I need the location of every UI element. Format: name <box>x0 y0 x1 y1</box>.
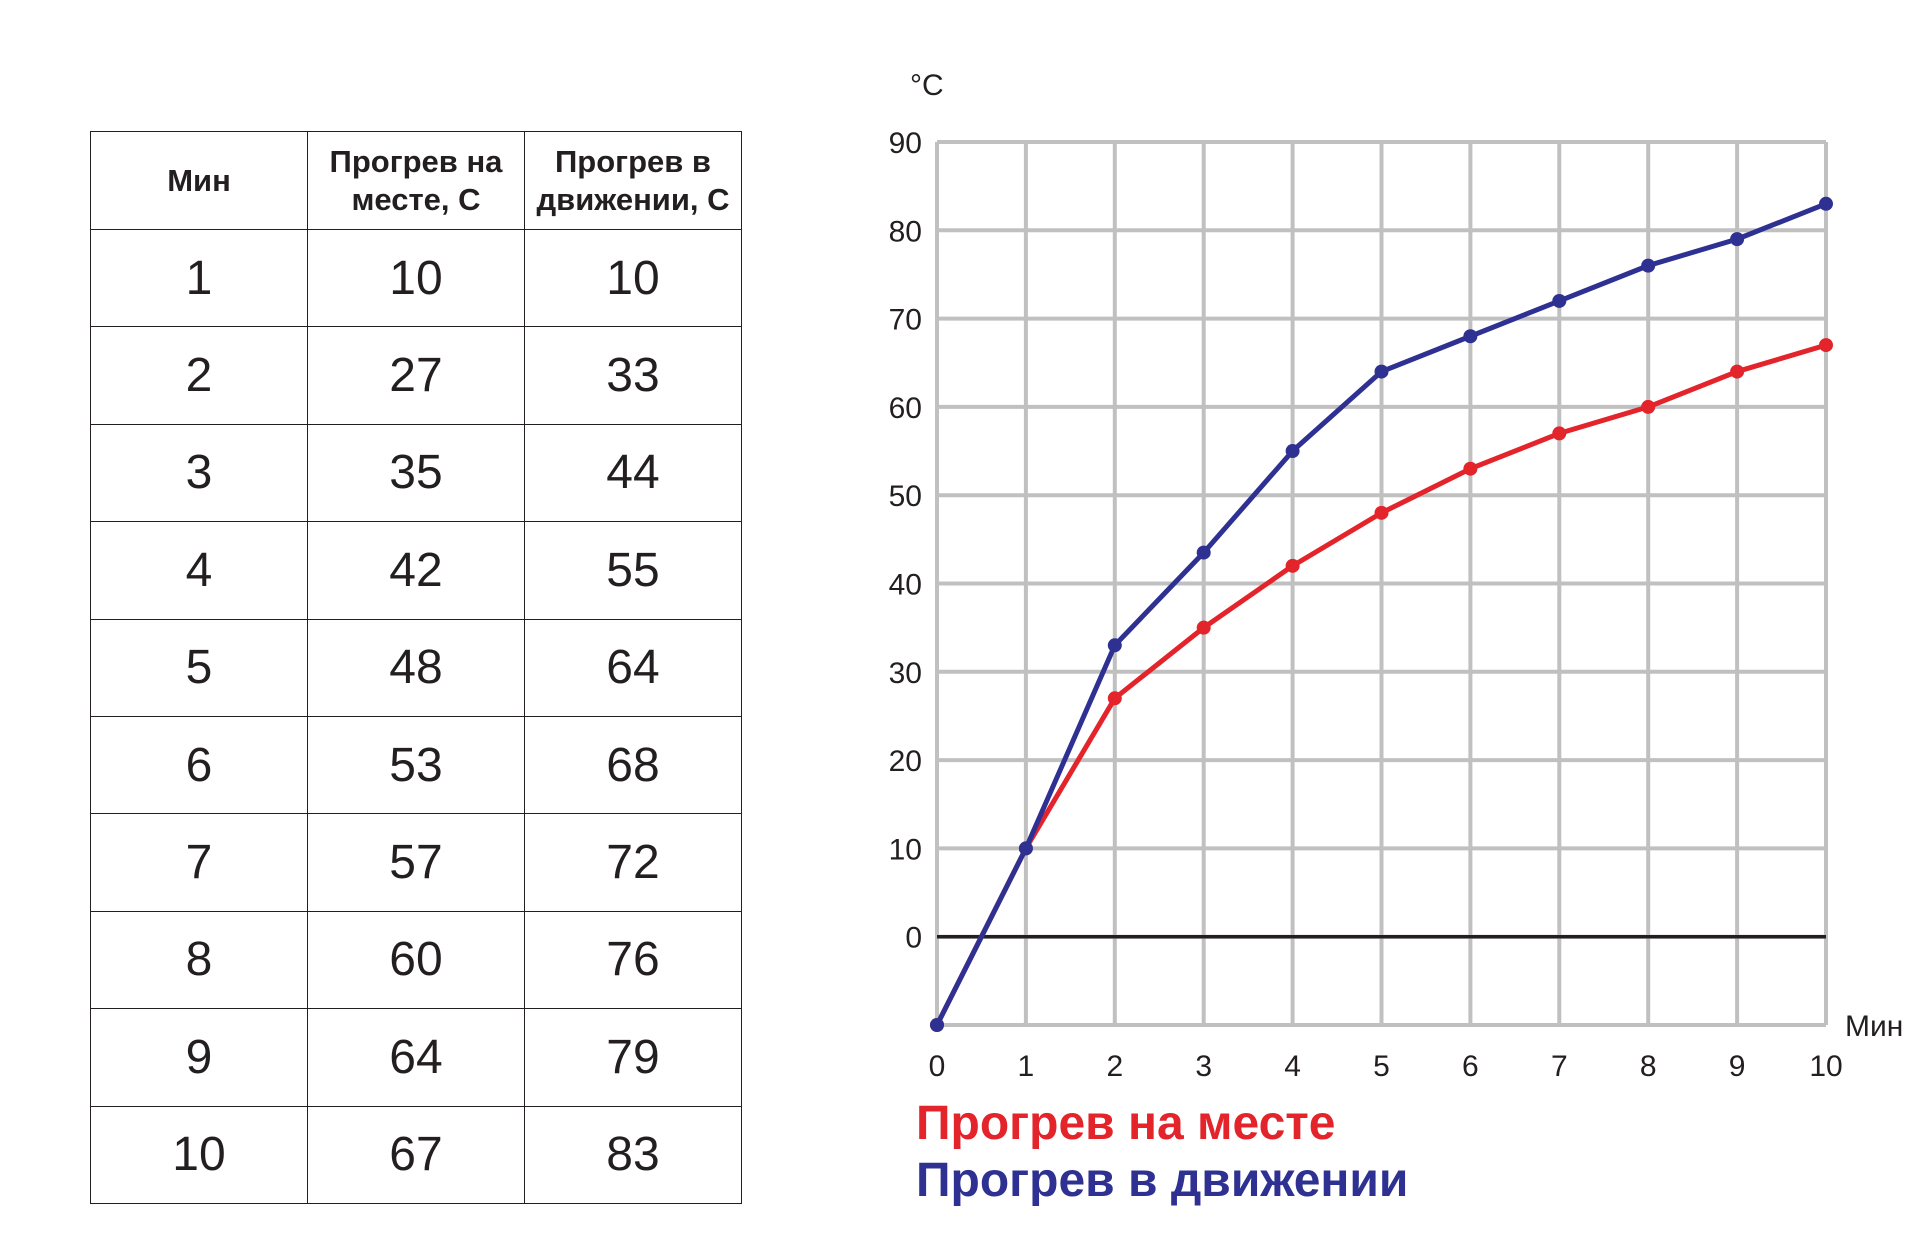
y-tick-label: 30 <box>889 657 922 690</box>
legend-heating-stationary: Прогрев на месте <box>916 1097 1336 1150</box>
table-cell: 68 <box>524 715 742 815</box>
table-cell: 3 <box>90 423 308 523</box>
y-tick-label: 90 <box>889 127 922 160</box>
data-point <box>1463 329 1478 344</box>
data-point <box>1463 461 1478 476</box>
table-cell: 64 <box>307 1008 525 1107</box>
x-axis-label: Мин <box>1845 1010 1903 1043</box>
axes: 0 1 2 3 4 5 6 7 8 9 10 0 10 20 30 40 50 60 70 80 90 <box>889 127 1843 1083</box>
table-cell: 48 <box>307 618 525 717</box>
table-row: 6 53 68 <box>90 715 742 815</box>
x-tick-label: 3 <box>1195 1050 1212 1083</box>
table-row: 5 48 64 <box>90 618 742 717</box>
table-cell: 35 <box>307 423 525 523</box>
table-cell: 10 <box>307 228 525 328</box>
data-point <box>1819 338 1833 353</box>
series-layer <box>930 196 1833 1032</box>
y-tick-label: 80 <box>889 215 922 248</box>
table-cell: 79 <box>524 1008 742 1107</box>
data-point <box>1285 444 1300 459</box>
table-row: 3 35 44 <box>90 423 742 523</box>
x-tick-label: 1 <box>1018 1050 1035 1083</box>
x-tick-label: 6 <box>1462 1050 1479 1083</box>
data-point <box>1552 293 1567 308</box>
table-cell: 83 <box>524 1105 742 1205</box>
data-point <box>1107 638 1122 653</box>
grid <box>935 140 1828 1027</box>
x-tick-label: 7 <box>1551 1050 1568 1083</box>
table-row: 4 42 55 <box>90 521 742 620</box>
data-point <box>1374 505 1389 520</box>
table-cell: 8 <box>90 910 308 1010</box>
table-row: 2 27 33 <box>90 326 742 425</box>
x-tick-label: 4 <box>1284 1050 1301 1083</box>
table-body: 1 10 10 2 27 33 3 35 44 4 42 55 5 48 64 6 53 68 7 57 72 8 60 76… <box>90 228 742 1205</box>
header-heating-stationary: Прогрев на месте, С <box>307 131 525 230</box>
data-point <box>1107 691 1122 706</box>
y-tick-label: 0 <box>905 922 922 955</box>
table-cell: 42 <box>307 521 525 620</box>
data-point <box>1730 232 1745 247</box>
x-tick-label: 9 <box>1729 1050 1746 1083</box>
data-point <box>1018 841 1033 856</box>
table-header-row: Мин Прогрев на месте, С Прогрев в движении… <box>90 131 742 230</box>
y-tick-label: 50 <box>889 480 922 513</box>
y-axis-label: °С <box>910 69 944 102</box>
data-point <box>1641 258 1656 273</box>
table-row: 7 57 72 <box>90 813 742 912</box>
y-tick-label: 20 <box>889 745 922 778</box>
legend-heating-moving: Прогрев в движении <box>916 1154 1409 1207</box>
x-tick-label: 0 <box>929 1050 946 1083</box>
y-tick-label: 60 <box>889 392 922 425</box>
table-cell: 67 <box>307 1105 525 1205</box>
table-row: 10 67 83 <box>90 1105 742 1205</box>
table-row: 9 64 79 <box>90 1008 742 1107</box>
data-point <box>930 1018 944 1032</box>
data-point <box>1819 196 1833 211</box>
data-point <box>1196 620 1211 635</box>
header-min: Мин <box>90 131 308 230</box>
table-cell: 33 <box>524 326 742 425</box>
data-point <box>1196 545 1211 560</box>
table-row: 1 10 10 <box>90 228 742 328</box>
x-tick-label: 10 <box>1809 1050 1842 1083</box>
x-tick-label: 2 <box>1106 1050 1123 1083</box>
data-point <box>1374 364 1389 379</box>
table-cell: 10 <box>90 1105 308 1205</box>
data-table: Мин Прогрев на месте, С Прогрев в движении… <box>90 131 742 1205</box>
data-point <box>1552 426 1567 441</box>
table-cell: 57 <box>307 813 525 912</box>
table-cell: 27 <box>307 326 525 425</box>
table-cell: 10 <box>524 228 742 328</box>
y-tick-label: 10 <box>889 833 922 866</box>
table-cell: 53 <box>307 715 525 815</box>
data-point <box>1641 399 1656 414</box>
y-tick-label: 40 <box>889 569 922 602</box>
y-tick-label: 70 <box>889 304 922 337</box>
x-tick-label: 8 <box>1640 1050 1657 1083</box>
x-tick-label: 5 <box>1373 1050 1390 1083</box>
data-point <box>1730 364 1745 379</box>
table-cell: 5 <box>90 618 308 717</box>
header-heating-moving: Прогрев в движении, С <box>524 131 742 230</box>
data-point <box>1285 558 1300 573</box>
